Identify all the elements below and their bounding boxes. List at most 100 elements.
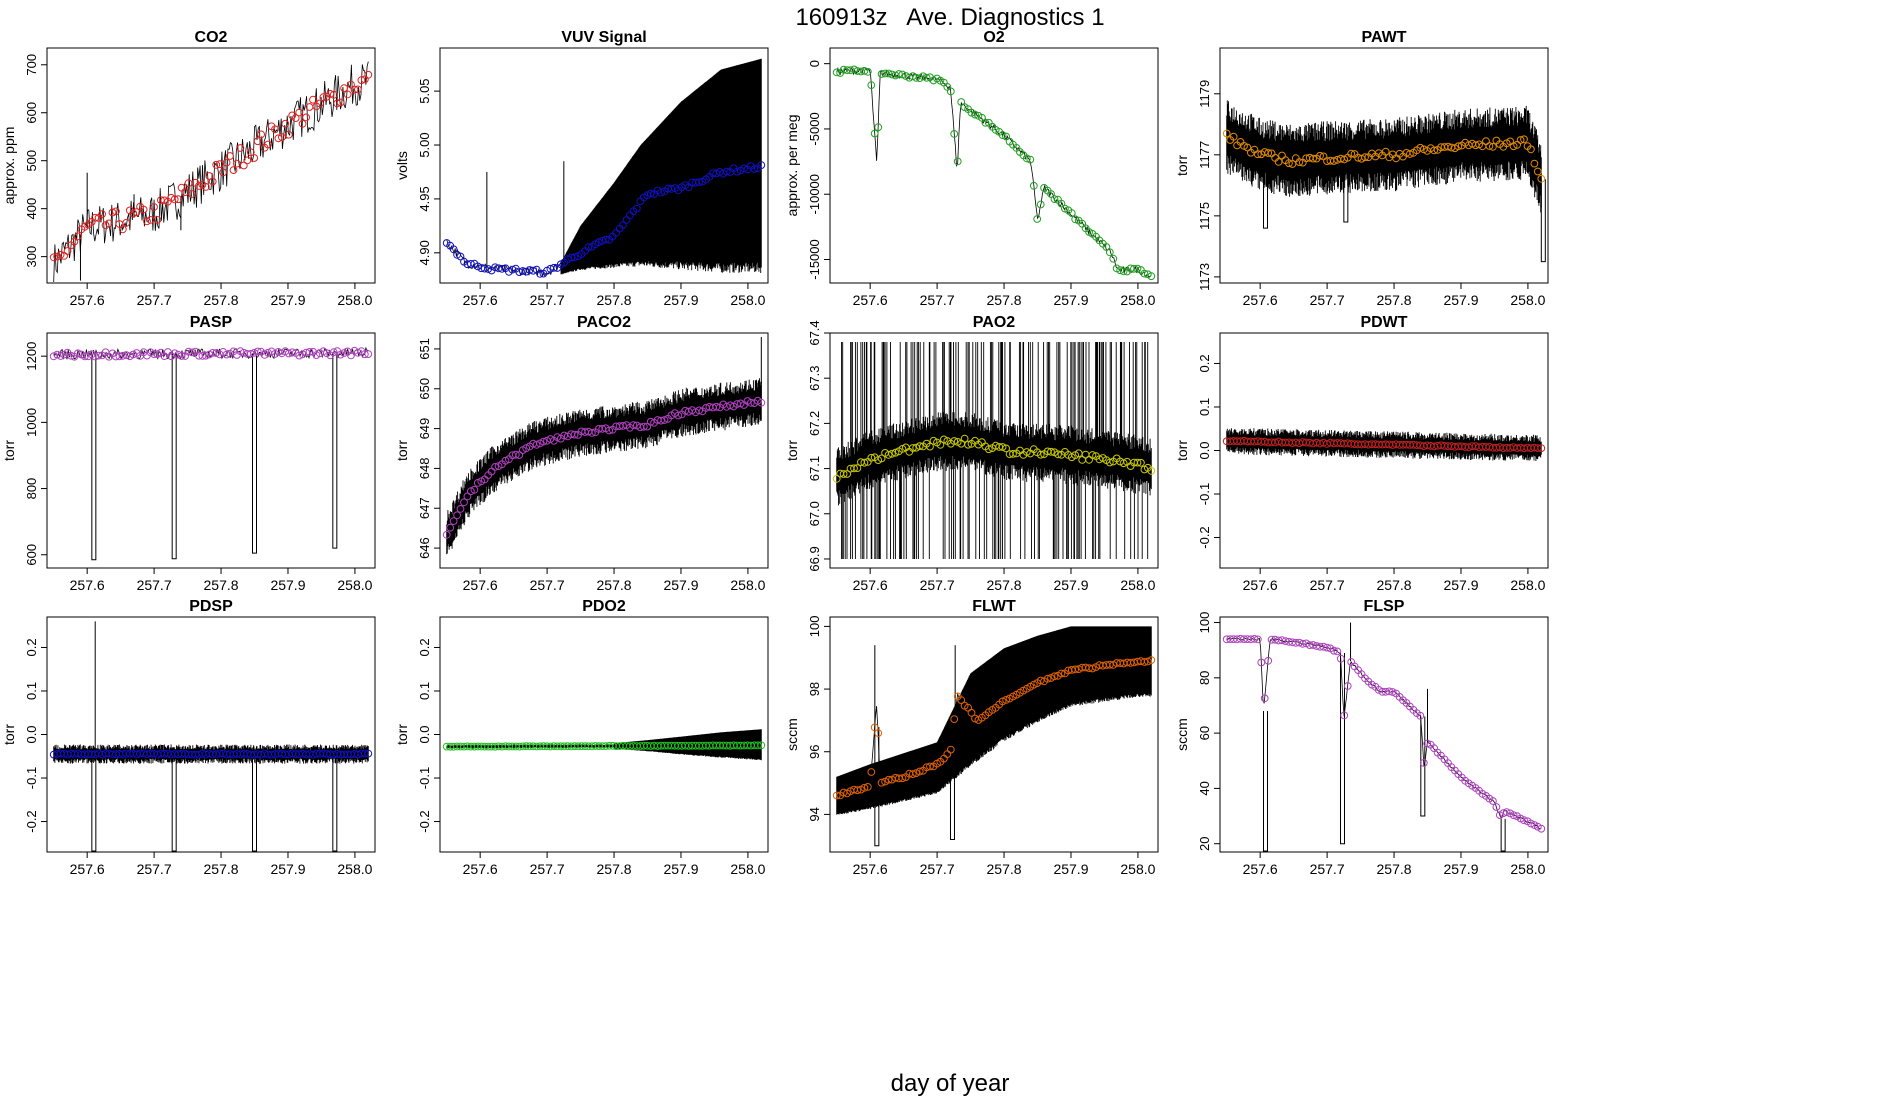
x-tick-label: 257.7 [530,292,565,308]
data-point [601,235,610,244]
y-tick-label: 67.2 [807,411,822,436]
data-point [874,729,883,737]
data-point [112,207,120,216]
y-tick-label: 67.3 [807,366,822,391]
data-point [967,708,976,717]
x-tick-label: 257.7 [1310,292,1345,308]
plot-frame [1219,47,1549,284]
data-point [212,160,221,169]
data-point [319,93,328,102]
data-point [1385,687,1394,696]
y-tick-label: 646 [417,537,432,559]
y-tick-label: 67.1 [807,456,822,481]
data-point [884,69,893,78]
y-axis-label: torr [1,724,17,745]
data-point [884,775,893,784]
data-point [250,154,259,162]
data-point [757,741,766,750]
data-point [529,266,537,275]
x-tick-label: 257.7 [1310,577,1345,593]
data-point [712,402,721,411]
data-point [1026,155,1035,164]
plot-frame [829,332,1159,569]
data-point [498,264,506,273]
y-tick-label: 600 [24,102,39,124]
y-axis-label: torr [394,724,410,745]
data-point [895,70,903,78]
y-axis-label: torr [784,440,800,461]
chart-panel-o2: O2 approx. per meg 257.6 257.7 257.8 257.9 258… [784,29,1159,308]
data-point [340,349,349,357]
data-point [1057,669,1066,678]
dip-line [171,353,177,560]
chart-title: PAO2 [973,314,1015,331]
data-point [74,232,82,241]
chart-title: PDO2 [582,598,626,615]
data-point [1260,694,1269,703]
data-point [222,158,231,167]
data-point [1489,797,1497,805]
x-tick-label: 257.7 [920,861,955,877]
data-point [295,108,304,117]
data-point [733,167,741,176]
data-point [1054,450,1062,459]
data-point [1022,448,1031,456]
data-point [316,99,324,108]
data-point [1002,696,1010,704]
data-point [1316,151,1324,160]
data-point [1423,739,1432,748]
data-point [56,352,65,360]
x-tick-label: 257.9 [1443,861,1478,877]
data-point [563,255,572,264]
data-point [288,348,297,357]
y-tick-label: -0.1 [24,767,39,789]
data-point [964,440,972,449]
x-tick-label: 257.8 [204,861,239,877]
data-point [215,160,224,169]
data-point [1088,664,1097,673]
y-axis-label: sccm [1174,718,1190,751]
y-tick-label: -15000 [807,239,822,279]
chart-panel-pdsp: PDSP torr 257.6 257.7 257.8 257.9 258.0 -0.2 -0.… [1,598,376,877]
data-point [219,168,228,177]
y-tick-label: 0.2 [1197,354,1212,372]
data-point [1036,200,1045,209]
dip-line [332,754,338,852]
data-point [188,190,196,198]
data-point [722,167,731,176]
data-point [877,778,886,787]
data-point [1323,643,1331,652]
data-point [1340,711,1349,720]
data-point [1119,267,1128,276]
data-point [295,351,304,360]
data-point [70,237,79,246]
x-tick-label: 257.7 [137,577,172,593]
data-point [1147,467,1156,475]
data-point [226,152,234,160]
data-point [208,177,217,186]
data-point [605,426,614,435]
data-point [480,264,489,273]
data-point [915,442,924,451]
dip-line [1540,179,1546,263]
data-point [91,213,100,222]
data-point [463,492,472,501]
data-point [1250,635,1259,643]
data-point [153,350,162,359]
data-point [877,454,886,463]
data-point [950,437,959,445]
y-tick-label: 4.95 [417,186,432,211]
dip-line [874,726,880,847]
data-point [449,245,458,254]
data-point [891,448,900,457]
data-point [1361,153,1369,162]
data-point [960,434,969,443]
data-point [1381,147,1390,156]
data-point [174,195,183,204]
data-point [470,485,479,494]
x-tick-label: 257.6 [853,577,888,593]
data-point [253,137,262,146]
data-point [584,243,593,252]
y-tick-label: 96 [807,744,822,758]
y-tick-label: 400 [24,198,39,220]
